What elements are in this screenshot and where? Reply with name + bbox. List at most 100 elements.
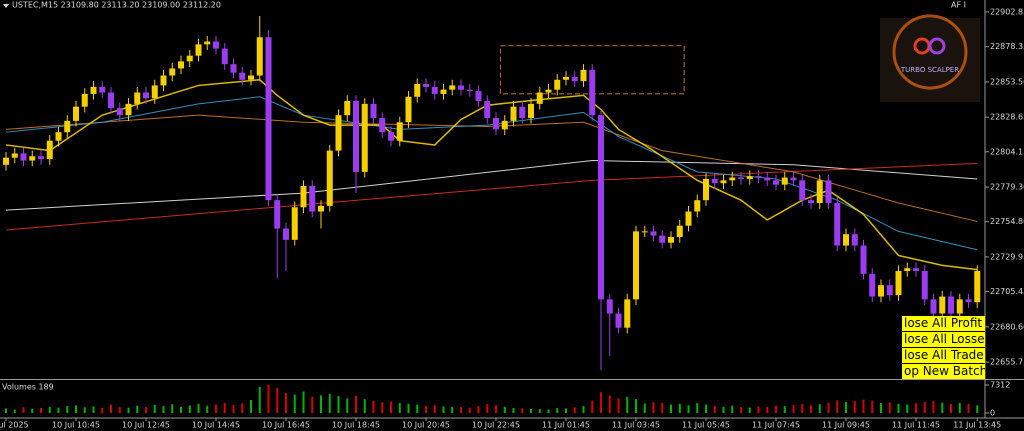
candle-body bbox=[921, 271, 928, 300]
volume-bar bbox=[232, 404, 235, 413]
candle-body bbox=[878, 285, 884, 297]
candle-body bbox=[221, 48, 228, 65]
volume-bar bbox=[906, 404, 909, 413]
volume-bar bbox=[556, 408, 559, 413]
candle-body bbox=[134, 92, 141, 104]
volume-bar bbox=[635, 399, 637, 413]
candle-body bbox=[55, 132, 62, 141]
candle-body bbox=[694, 200, 701, 212]
volume-bar bbox=[538, 409, 541, 413]
volume-bar bbox=[967, 403, 970, 413]
candle-body bbox=[720, 180, 727, 184]
candle-body bbox=[370, 103, 377, 119]
volume-bar bbox=[311, 396, 314, 413]
symbol-header: USTEC,M15 23109.80 23113.20 23109.00 231… bbox=[12, 1, 221, 10]
volume-bar bbox=[48, 406, 51, 413]
volume-bar bbox=[250, 399, 252, 413]
candle-body bbox=[615, 313, 622, 328]
volume-bar bbox=[477, 406, 480, 413]
volume-bar bbox=[442, 406, 445, 413]
candle-body bbox=[633, 231, 639, 300]
candle-body bbox=[248, 75, 254, 80]
x-tick-label: 11 Jul 03:45 bbox=[612, 421, 660, 430]
volume-bar bbox=[118, 406, 121, 413]
candle-body bbox=[930, 299, 937, 314]
candle-body bbox=[913, 268, 919, 272]
candle-body bbox=[283, 228, 289, 240]
volume-bar bbox=[451, 406, 454, 413]
candle-body bbox=[64, 120, 71, 133]
volume-bar bbox=[127, 407, 130, 413]
volume-bar bbox=[75, 405, 77, 413]
volume-bar bbox=[836, 400, 839, 413]
candle-body bbox=[851, 234, 858, 246]
candle-body bbox=[38, 156, 44, 160]
candle-body bbox=[431, 86, 438, 94]
volume-bar bbox=[171, 404, 174, 413]
x-tick-label: 10 Jul 20:45 bbox=[402, 421, 450, 430]
volume-bar bbox=[888, 402, 891, 413]
candle-body bbox=[458, 85, 464, 90]
action-button[interactable]: lose All Profit bbox=[902, 316, 985, 331]
volume-bar bbox=[57, 407, 60, 413]
candle-body bbox=[834, 203, 841, 246]
volume-bar bbox=[818, 404, 821, 413]
volume-bar bbox=[705, 404, 707, 413]
candle-body bbox=[81, 93, 88, 107]
volume-bar bbox=[197, 403, 200, 413]
volume-bar bbox=[302, 391, 305, 413]
candle-body bbox=[764, 177, 771, 181]
volume-bar bbox=[407, 403, 410, 413]
volume-bar bbox=[923, 401, 926, 413]
volume-bar bbox=[136, 405, 139, 413]
volume-bar bbox=[66, 406, 69, 413]
candle-body bbox=[606, 299, 613, 314]
volume-bar bbox=[897, 403, 900, 413]
candle-body bbox=[318, 205, 324, 212]
volume-bar bbox=[958, 403, 961, 413]
y-tick-label: 22853.50 bbox=[990, 77, 1024, 86]
volume-bar bbox=[643, 403, 646, 413]
volume-bar bbox=[591, 400, 594, 413]
volume-bar bbox=[652, 402, 655, 413]
volume-bar bbox=[215, 404, 217, 413]
volume-bar bbox=[941, 402, 944, 413]
candle-body bbox=[440, 89, 447, 94]
volume-bar bbox=[573, 407, 576, 413]
candle-body bbox=[475, 91, 482, 102]
volume-bar bbox=[617, 398, 620, 413]
volume-bar bbox=[880, 403, 882, 413]
candle-body bbox=[528, 103, 534, 119]
volume-bar bbox=[495, 405, 497, 413]
volume-bar bbox=[22, 407, 25, 413]
volume-bar bbox=[5, 408, 7, 413]
volume-bar bbox=[363, 399, 366, 413]
x-tick-label: 10 Jul 14:45 bbox=[192, 421, 240, 430]
volume-bar bbox=[696, 403, 699, 413]
volume-bar bbox=[188, 405, 191, 413]
logo-loop bbox=[928, 37, 946, 55]
candle-body bbox=[388, 132, 394, 141]
volume-bar bbox=[512, 408, 515, 413]
volume-bar bbox=[328, 393, 331, 413]
volume-tick-label: 0 bbox=[990, 409, 995, 418]
volume-bar bbox=[845, 401, 847, 413]
candle-body bbox=[116, 108, 123, 116]
candle-body bbox=[729, 177, 736, 181]
volume-bar bbox=[425, 405, 427, 413]
candle-body bbox=[554, 79, 561, 90]
action-button[interactable]: lose All Losse bbox=[902, 332, 985, 347]
candle-body bbox=[239, 72, 246, 80]
candle-body bbox=[860, 245, 867, 274]
candle-body bbox=[186, 55, 193, 62]
x-tick-label: 11 Jul 09:45 bbox=[822, 421, 870, 430]
action-button[interactable]: lose All Trade bbox=[902, 348, 985, 363]
volume-bar bbox=[40, 408, 42, 413]
action-button[interactable]: op New Batch bbox=[902, 364, 985, 379]
volume-bar bbox=[398, 403, 401, 413]
volume-bar bbox=[862, 399, 865, 413]
volume-bar bbox=[13, 409, 16, 413]
candle-body bbox=[169, 68, 176, 76]
y-tick-label: 22828.65 bbox=[990, 113, 1024, 122]
